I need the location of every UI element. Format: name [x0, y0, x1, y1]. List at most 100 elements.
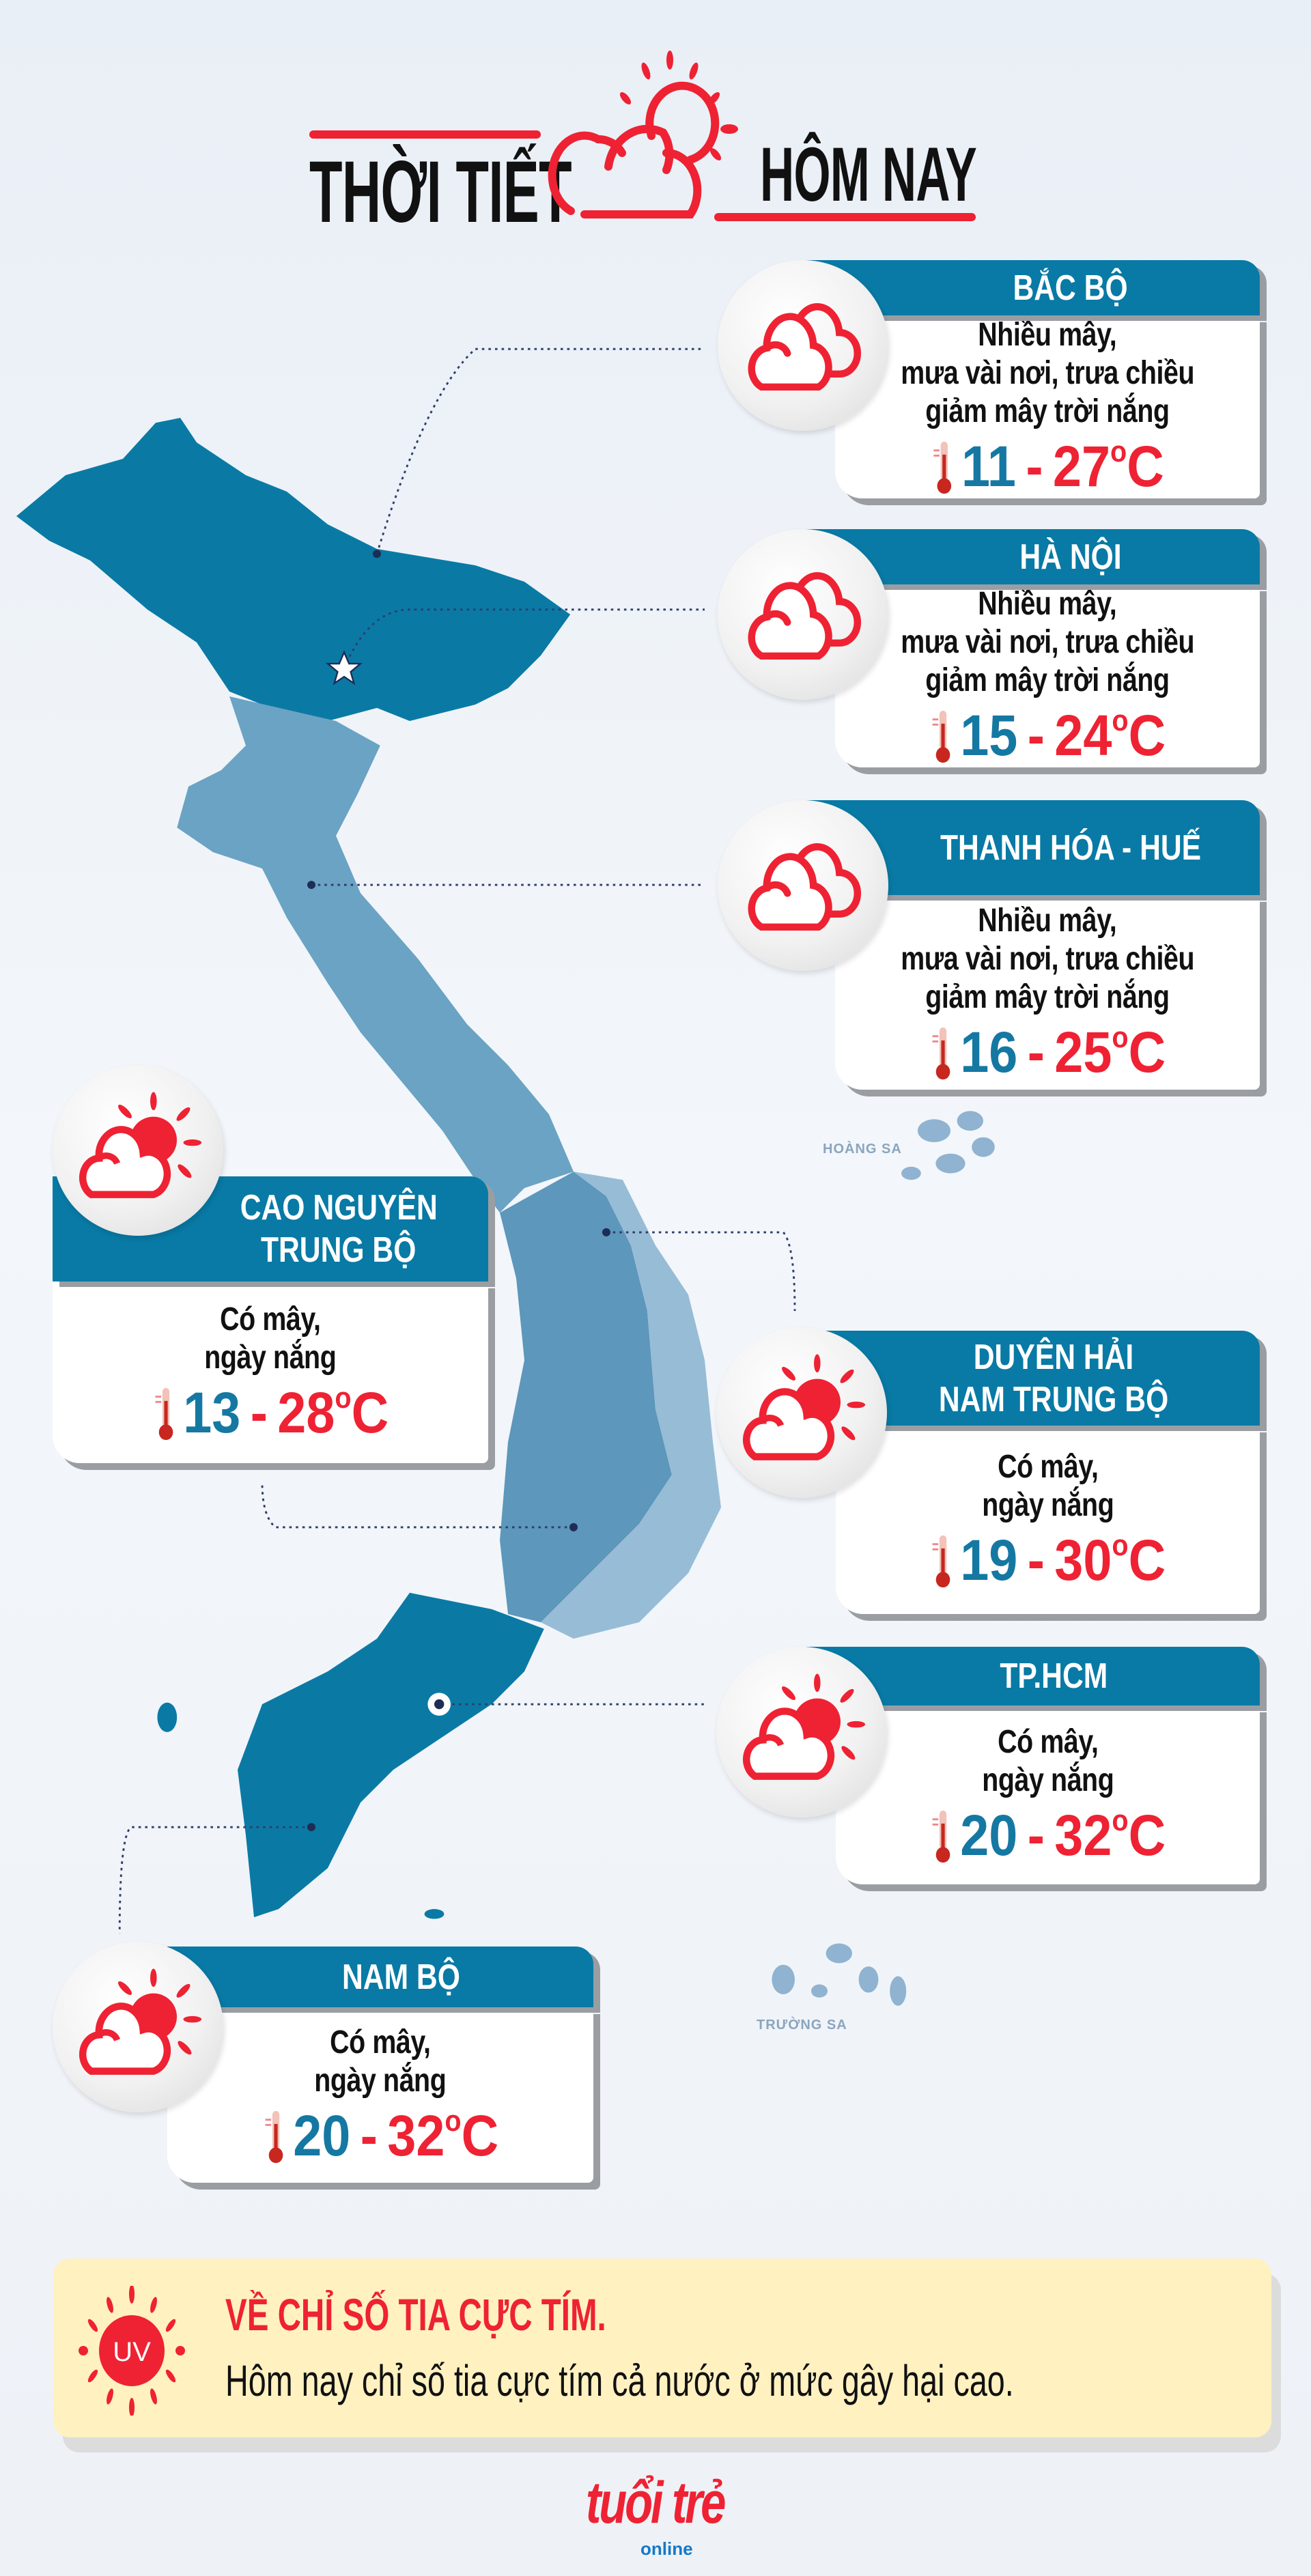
sun-cloud-icon: [716, 1327, 887, 1498]
temp-low: 20: [960, 1803, 1018, 1867]
map-markers: [307, 550, 610, 1832]
forecast-text: mưa vài nơi, trưa chiều: [901, 355, 1194, 391]
forecast-text: ngày nắng: [314, 2062, 447, 2099]
uv-sun-icon: UV: [79, 2286, 185, 2416]
temp-low: 11: [961, 434, 1017, 498]
region-title-line: TP.HCM: [1000, 1656, 1108, 1696]
thermometer-icon: [265, 2110, 283, 2163]
map-island: [424, 1909, 445, 1919]
region-title: CAO NGUYÊN TRUNG BỘ: [53, 1176, 488, 1282]
cloud-icon: [718, 800, 888, 971]
temperature-range: 20-32 o C: [262, 2104, 498, 2167]
map-region-south: [238, 1592, 544, 1918]
capital-star-icon: [325, 650, 363, 685]
temp-dash: -: [1026, 434, 1043, 498]
title-left: THỜI TIẾT: [309, 143, 572, 241]
temp-low: 13: [183, 1381, 241, 1445]
forecast-text: Có mây,: [330, 2024, 431, 2061]
temp-unit: C: [461, 2103, 498, 2168]
region-title: BẮC BỘ: [806, 260, 1260, 315]
map-region-north: [16, 418, 571, 722]
forecast-text: giảm mây trời nắng: [925, 393, 1170, 429]
region-body: Có mây, ngày nắng 13-28 o C: [53, 1282, 488, 1463]
temp-unit: C: [1127, 434, 1164, 498]
region-title-line: HÀ NỘI: [1019, 537, 1122, 577]
degree-icon: o: [1112, 1020, 1129, 1054]
region-title-line: NAM BỘ: [341, 1957, 460, 1997]
temp-low: 15: [960, 703, 1018, 767]
temperature-range: 11-27 o C: [931, 435, 1164, 498]
forecast-text: giảm mây trời nắng: [925, 662, 1170, 698]
region-title-line: DUYÊN HẢI: [973, 1337, 1134, 1377]
forecast-text: mưa vài nơi, trưa chiều: [901, 940, 1194, 977]
leader-lines: [118, 348, 796, 1934]
temperature-range: 15-24 o C: [929, 704, 1166, 767]
temp-high: 32: [387, 2103, 445, 2168]
temp-dash: -: [250, 1381, 268, 1445]
region-title: NAM BỘ: [167, 1947, 593, 2007]
degree-icon: o: [1110, 435, 1127, 468]
temp-high: 30: [1054, 1528, 1112, 1592]
forecast-text: ngày nắng: [204, 1340, 337, 1376]
forecast-text: Nhiều mây,: [978, 586, 1117, 622]
uv-title: VỀ CHỈ SỐ TIA CỰC TÍM.: [225, 2289, 606, 2340]
region-body: Có mây, ngày nắng 20-32 o C: [836, 1705, 1260, 1884]
degree-icon: o: [1112, 1804, 1129, 1837]
thermometer-icon: [932, 1810, 950, 1863]
temperature-range: 13-28 o C: [152, 1381, 389, 1444]
sun-cloud-header-icon: [548, 51, 738, 218]
uv-icon-label: UV: [113, 2337, 151, 2367]
header-line-right: [714, 213, 976, 221]
temp-low: 20: [293, 2103, 351, 2168]
forecast-text: Có mây,: [220, 1301, 321, 1337]
temp-unit: C: [351, 1381, 389, 1445]
forecast-text: Nhiều mây,: [978, 902, 1117, 939]
truong-sa-label: TRƯỜNG SA: [757, 2018, 847, 2033]
degree-icon: o: [1112, 704, 1129, 737]
temp-low: 19: [960, 1528, 1018, 1592]
thermometer-icon: [932, 1535, 950, 1588]
region-title-line: BẮC BỘ: [1013, 268, 1129, 308]
forecast-text: Có mây,: [997, 1449, 1099, 1485]
degree-icon: o: [335, 1381, 352, 1415]
region-title-line: NAM TRUNG BỘ: [938, 1379, 1169, 1419]
logo-sub-text: online: [640, 2538, 693, 2559]
thermometer-icon: [932, 710, 950, 763]
forecast-text: mưa vài nơi, trưa chiều: [901, 624, 1194, 660]
degree-icon: o: [1112, 1529, 1129, 1562]
temp-high: 28: [277, 1381, 335, 1445]
thermometer-icon: [932, 1027, 950, 1079]
temp-dash: -: [1027, 1019, 1045, 1084]
temp-dash: -: [1027, 703, 1045, 767]
map-region-south-central-coast: [541, 1172, 721, 1639]
temp-dash: -: [360, 2103, 378, 2168]
forecast-text: Nhiều mây,: [978, 317, 1117, 353]
header-line-left: [309, 130, 541, 139]
region-title: THANH HÓA - HUẾ: [806, 800, 1260, 895]
temp-unit: C: [1128, 1528, 1166, 1592]
temp-dash: -: [1027, 1803, 1045, 1867]
region-title-line: THANH HÓA - HUẾ: [940, 827, 1202, 868]
degree-icon: o: [445, 2104, 462, 2138]
forecast-text: ngày nắng: [981, 1487, 1114, 1523]
region-title: HÀ NỘI: [806, 529, 1260, 584]
hoang-sa-label: HOÀNG SA: [823, 1142, 902, 1157]
temp-low: 16: [960, 1019, 1018, 1084]
uv-text: Hôm nay chỉ số tia cực tím cả nước ở mức…: [225, 2356, 1014, 2405]
temp-high: 32: [1054, 1803, 1112, 1867]
thermometer-icon: [933, 441, 952, 494]
map-region-highlands: [500, 1172, 672, 1623]
region-body: Nhiều mây, mưa vài nơi, trưa chiều giảm mâ…: [835, 584, 1260, 767]
logo-main-text: tuổi trẻ: [586, 2470, 726, 2536]
temperature-range: 20-32 o C: [930, 1804, 1166, 1867]
sun-cloud-icon: [53, 1942, 223, 2112]
temp-dash: -: [1027, 1528, 1045, 1592]
region-body: Có mây, ngày nắng 19-30 o C: [836, 1426, 1260, 1614]
region-body: Nhiều mây, mưa vài nơi, trưa chiều giảm mâ…: [835, 895, 1260, 1090]
region-title-line: TRUNG BỘ: [261, 1230, 417, 1270]
forecast-text: Có mây,: [997, 1724, 1099, 1760]
temp-high: 25: [1054, 1019, 1112, 1084]
temp-high: 27: [1053, 434, 1111, 498]
sun-cloud-icon: [716, 1647, 887, 1817]
